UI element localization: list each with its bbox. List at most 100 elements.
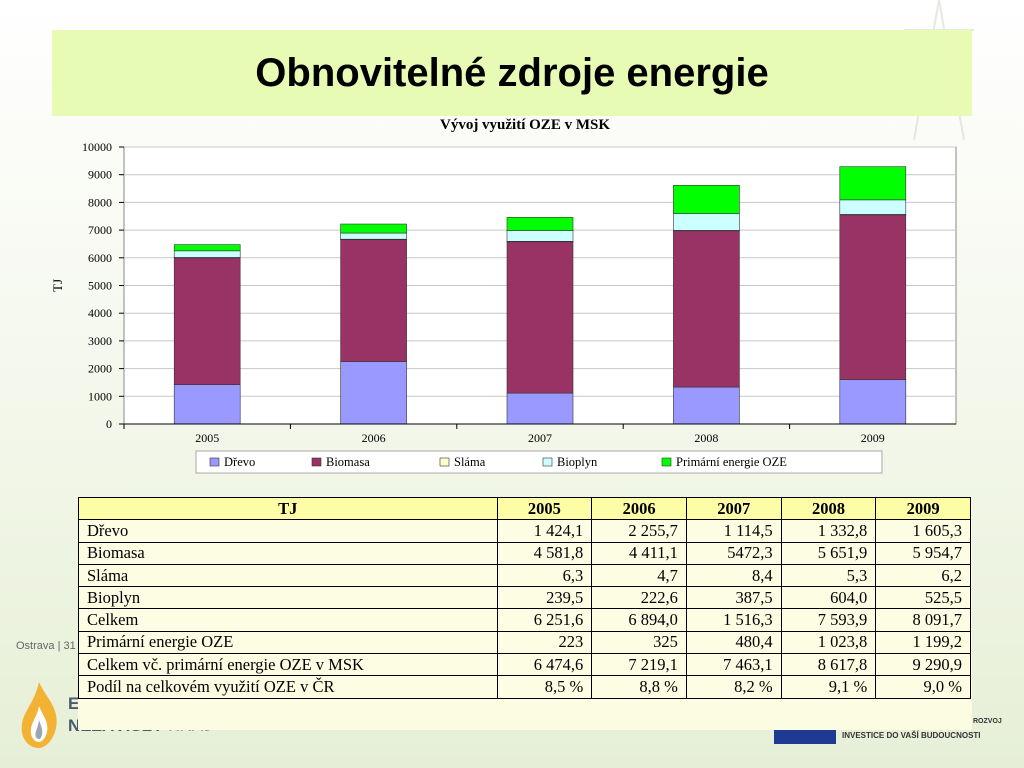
y-tick-label: 3000 [88, 334, 112, 348]
data-table: TJ 2005 2006 2007 2008 2009 Dřevo 1 424,1… [78, 496, 971, 699]
table-row-label: Primární energie OZE [78, 630, 498, 655]
bar-segment [839, 199, 907, 215]
x-tick-label: 2005 [195, 431, 219, 445]
chart-title: Vývoj využití OZE v MSK [440, 117, 610, 133]
table-header-cell: 2005 [496, 496, 593, 521]
table-row-label: Bioplyn [78, 586, 498, 610]
table-cell: 9,1 % [780, 675, 877, 699]
chart-svg: Vývoj využití OZE v MSK 0 1000 2000 3000 4000… [50, 117, 957, 474]
table-cell: 5 954,7 [875, 541, 971, 565]
table-row-label: Celkem vč. primární energie OZE v MSK [78, 653, 498, 677]
table-cell: 6 251,6 [496, 608, 593, 632]
flame-icon [21, 682, 57, 748]
bar-segment [673, 213, 740, 231]
table-header-cell: TJ [78, 496, 498, 521]
bar-segment [673, 386, 740, 425]
table-row-label: Biomasa [78, 541, 498, 565]
legend-swatch [661, 457, 672, 467]
y-tick-label: 0 [106, 417, 112, 431]
table-row: Podíl na celkovém využití OZE v ČR 8,5 % 8… [78, 675, 971, 699]
y-tick-label: 4000 [88, 306, 112, 320]
eu-flag-icon [774, 728, 836, 744]
y-tick-label: 6000 [88, 251, 112, 265]
y-tick-label: 8000 [88, 195, 112, 209]
table-cell: 1 114,5 [685, 519, 782, 543]
table-cell: 239,5 [496, 586, 593, 610]
rozvoj-label: ROZVOJ [973, 718, 1002, 725]
table-cell: 9 290,9 [875, 653, 971, 677]
table-cell: 604,0 [780, 586, 877, 610]
table-row: Primární energie OZE 223 325 480,4 1 023,8 1 … [78, 630, 971, 655]
bar-segment [673, 230, 740, 388]
x-tick-label: 2007 [528, 431, 552, 445]
table-cell: 8 091,7 [875, 608, 971, 632]
legend-label: Sláma [454, 455, 486, 469]
table-row-label: Dřevo [78, 519, 498, 543]
table-cell: 8,5 % [496, 675, 593, 699]
x-tick-label: 2009 [861, 431, 885, 445]
table-header-cell: 2008 [780, 496, 877, 521]
y-tick-label: 7000 [88, 223, 112, 237]
table-row: Biomasa 4 581,8 4 411,1 5472,3 5 651,9 5 954,… [78, 541, 971, 565]
bar-segment [173, 244, 241, 252]
table-cell: 4,7 [591, 563, 687, 588]
table-cell: 5,3 [780, 563, 877, 588]
table-cell: 1 516,3 [685, 608, 782, 632]
table-cell: 8 617,8 [780, 653, 877, 677]
table-header-cell: 2009 [875, 496, 971, 521]
bar-segment [506, 392, 574, 425]
table-cell: 1 605,3 [875, 519, 971, 543]
legend-swatch [209, 457, 220, 467]
y-tick-label: 5000 [88, 279, 112, 293]
legend-label: Biomasa [326, 455, 370, 469]
y-tick-label: 1000 [88, 389, 112, 403]
table-cell: 7 593,9 [780, 608, 877, 632]
y-tick-label: 9000 [88, 168, 112, 182]
legend-box [195, 450, 883, 474]
x-tick-label: 2008 [694, 431, 718, 445]
bar-segment [173, 250, 241, 258]
eu-slogan: INVESTICE DO VAŠÍ BUDOUCNOSTI [842, 731, 981, 740]
bar-segment [839, 379, 907, 425]
legend-label: Dřevo [224, 455, 255, 469]
table-row: Dřevo 1 424,1 2 255,7 1 114,5 1 332,8 1 605,3 [78, 519, 971, 543]
table-cell: 6,2 [875, 563, 971, 588]
footer-location: Ostrava | 31 [16, 640, 76, 652]
slide-title: Obnovitelné zdroje energie [255, 50, 769, 95]
table-cell: 325 [591, 630, 687, 655]
y-axis-label: TJ [50, 279, 65, 292]
bar-segment [506, 230, 574, 242]
table-row: Celkem vč. primární energie OZE v MSK 6 4… [78, 653, 971, 677]
table-cell: 8,4 [685, 563, 782, 588]
data-table-container: TJ 2005 2006 2007 2008 2009 Dřevo 1 424,1… [78, 496, 972, 730]
legend-label: Bioplyn [557, 455, 598, 469]
table-cell: 8,8 % [591, 675, 687, 699]
table-header-cell: 2007 [685, 496, 782, 521]
legend-swatch [542, 457, 553, 467]
table-cell: 4 581,8 [496, 541, 593, 565]
legend-swatch [439, 457, 450, 467]
bar-segment [506, 241, 574, 394]
bar-segment [340, 239, 407, 362]
table-cell: 2 255,7 [591, 519, 687, 543]
table-cell: 9,0 % [875, 675, 971, 699]
title-banner: Obnovitelné zdroje energie [52, 30, 972, 116]
bar-segment [340, 361, 407, 425]
bar-segment [340, 223, 407, 234]
table-cell: 5 651,9 [780, 541, 877, 565]
table-cell: 223 [496, 630, 593, 655]
table-cell: 7 219,1 [591, 653, 687, 677]
table-cell: 7 463,1 [685, 653, 782, 677]
bar-segment [173, 257, 241, 385]
table-row: Celkem 6 251,6 6 894,0 1 516,3 7 593,9 8 091,… [78, 608, 971, 632]
logo-line-1: E [68, 694, 80, 713]
table-header-row: TJ 2005 2006 2007 2008 2009 [78, 496, 971, 521]
table-cell: 5472,3 [685, 541, 782, 565]
table-row-label: Celkem [78, 608, 498, 632]
bar-segment [173, 384, 241, 425]
table-cell: 1 424,1 [496, 519, 593, 543]
bar-segment [839, 214, 907, 380]
table-row: Bioplyn 239,5 222,6 387,5 604,0 525,5 [78, 586, 971, 610]
table-cell: 4 411,1 [591, 541, 687, 565]
bar-segment [839, 166, 907, 201]
